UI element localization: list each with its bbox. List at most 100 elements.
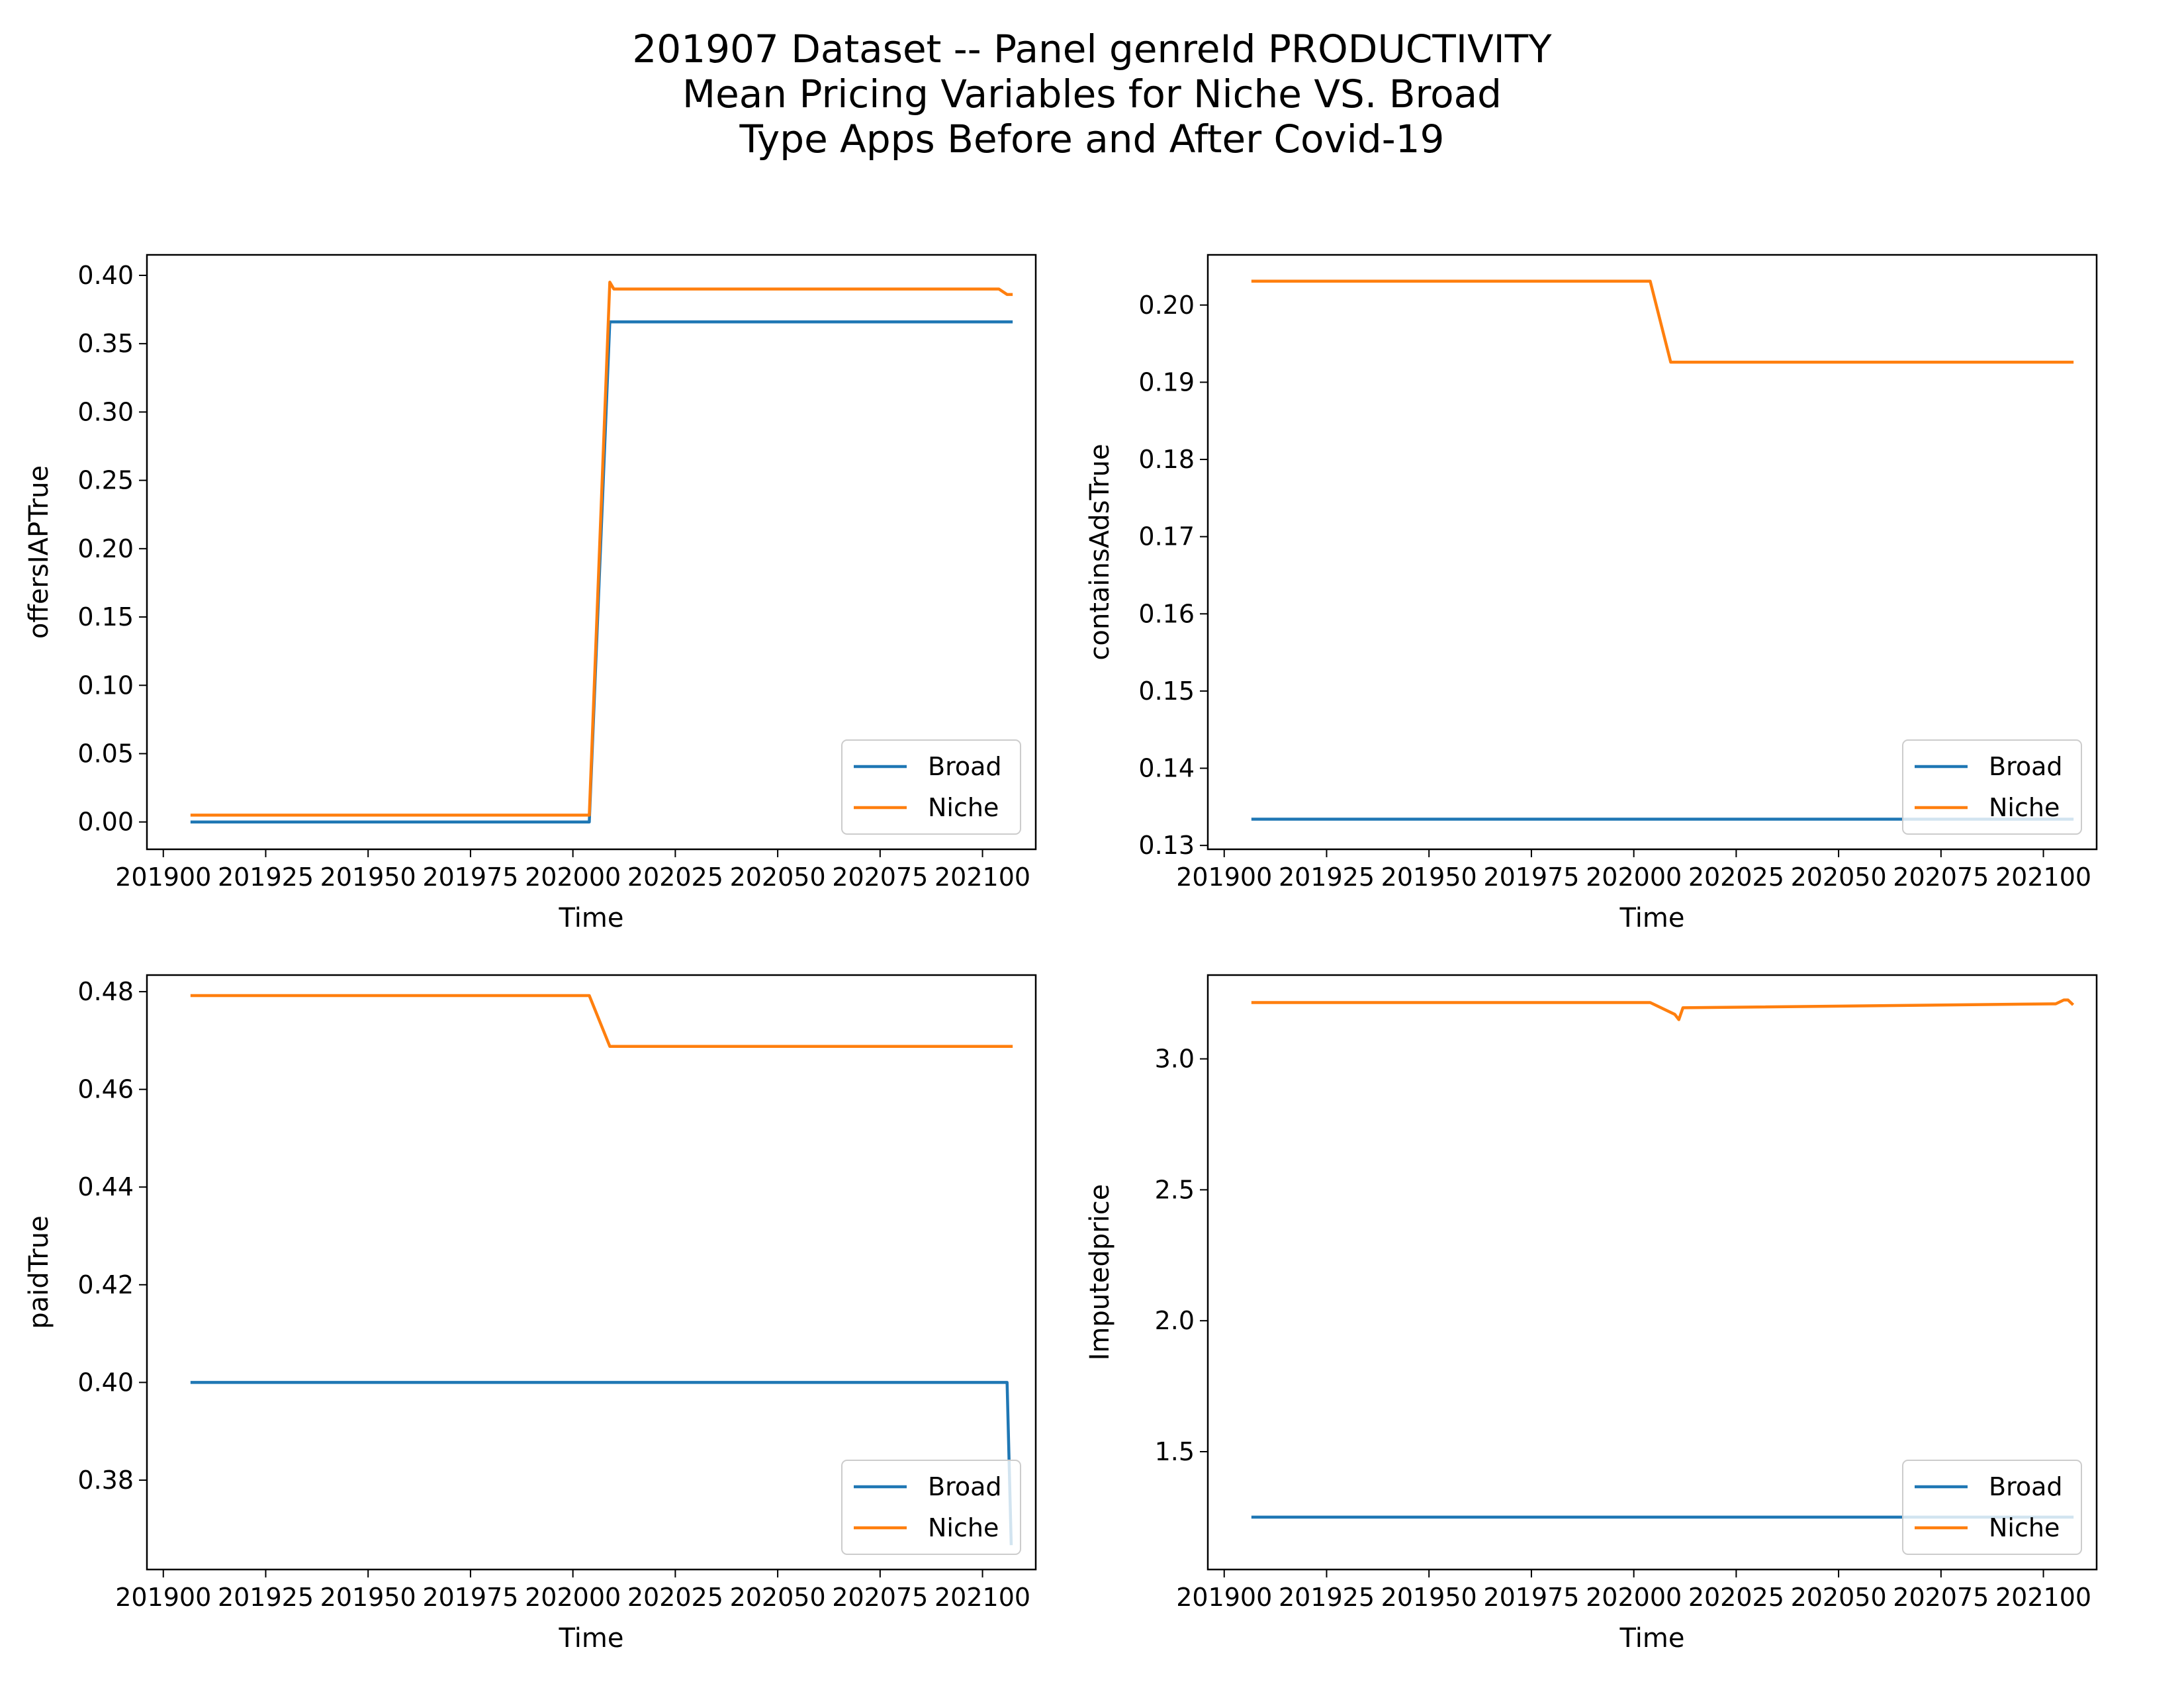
y-tick-label: 0.05 xyxy=(77,739,134,768)
y-tick-label: 0.30 xyxy=(77,397,134,426)
legend-label-niche: Niche xyxy=(928,1513,999,1542)
subplot-3: 201900 201925 201950 201975 202000 202025 2020… xyxy=(24,974,1037,1654)
x-tick-label: 202050 xyxy=(730,863,826,892)
y-tick-label: 0.17 xyxy=(1138,522,1195,551)
x-tick-label: 202025 xyxy=(627,863,723,892)
legend-box xyxy=(841,739,1021,835)
axes-frame xyxy=(1206,254,2098,851)
legend: Broad Niche xyxy=(1902,1460,2082,1555)
x-axis-label: Time xyxy=(1619,903,1685,933)
y-tick-label: 0.48 xyxy=(77,977,134,1006)
figure-title-line-1: 201907 Dataset -- Panel genreId PRODUCTI… xyxy=(632,26,1552,71)
x-tick-label: 201975 xyxy=(422,1583,518,1612)
series-line-niche xyxy=(1251,279,2074,364)
x-tick-label: 201900 xyxy=(1176,863,1272,892)
legend: Broad Niche xyxy=(841,739,1021,835)
y-tick-label: 0.38 xyxy=(77,1466,134,1495)
x-tick-label: 202075 xyxy=(1893,1583,1989,1612)
x-tick-label: 202025 xyxy=(627,1583,723,1612)
series-line-niche xyxy=(190,994,1013,1048)
y-axis-label: Imputedprice xyxy=(1085,1184,1115,1361)
legend-label-niche: Niche xyxy=(1989,1513,2060,1542)
legend: Broad Niche xyxy=(841,1460,1021,1555)
legend-box xyxy=(1902,739,2082,835)
y-axis-label: offersIAPTrue xyxy=(24,465,54,639)
figure-title: 201907 Dataset -- Panel genreId PRODUCTI… xyxy=(0,26,2184,162)
x-tick-label: 202100 xyxy=(934,863,1030,892)
axes-frame xyxy=(1206,974,2098,1571)
x-tick-label: 201975 xyxy=(1483,1583,1579,1612)
y-tick-label: 0.00 xyxy=(77,808,134,837)
figure-title-line-2: Mean Pricing Variables for Niche VS. Bro… xyxy=(682,71,1502,117)
subplot-1: 201900 201925 201950 201975 202000 202025 2020… xyxy=(24,254,1037,933)
axes-frame xyxy=(146,254,1037,851)
x-tick-label: 201900 xyxy=(115,863,211,892)
y-tick-label: 0.46 xyxy=(77,1075,134,1104)
x-tick-label: 201900 xyxy=(1176,1583,1272,1612)
series-line-niche xyxy=(190,281,1013,817)
legend-box xyxy=(841,1460,1021,1555)
legend-label-broad: Broad xyxy=(928,1472,1002,1501)
x-tick-label: 201975 xyxy=(422,863,518,892)
y-tick-label: 0.19 xyxy=(1138,367,1195,397)
x-tick-label: 202100 xyxy=(1995,863,2091,892)
legend-label-broad: Broad xyxy=(1989,752,2063,781)
x-tick-label: 202100 xyxy=(1995,1583,2091,1612)
y-tick-label: 0.15 xyxy=(77,602,134,632)
y-tick-label: 0.20 xyxy=(1138,291,1195,320)
legend: Broad Niche xyxy=(1902,739,2082,835)
axes-frame xyxy=(146,974,1037,1571)
figure-title-line-3: Type Apps Before and After Covid-19 xyxy=(739,117,1445,162)
x-tick-label: 202075 xyxy=(832,1583,928,1612)
y-tick-label: 0.18 xyxy=(1138,445,1195,474)
y-tick-label: 0.44 xyxy=(77,1172,134,1201)
x-tick-label: 202050 xyxy=(730,1583,826,1612)
x-tick-label: 201925 xyxy=(218,1583,314,1612)
x-tick-label: 201950 xyxy=(320,1583,416,1612)
y-tick-label: 0.15 xyxy=(1138,677,1195,706)
y-tick-label: 0.35 xyxy=(77,329,134,358)
y-tick-label: 0.40 xyxy=(77,1368,134,1397)
x-tick-label: 202050 xyxy=(1791,1583,1887,1612)
y-tick-label: 2.0 xyxy=(1155,1306,1195,1335)
x-tick-label: 202025 xyxy=(1688,863,1784,892)
x-tick-label: 202000 xyxy=(525,1583,621,1612)
x-tick-label: 201950 xyxy=(1381,863,1477,892)
x-axis-label: Time xyxy=(559,1623,624,1654)
x-tick-label: 202075 xyxy=(1893,863,1989,892)
x-tick-label: 202025 xyxy=(1688,1583,1784,1612)
y-axis-label: paidTrue xyxy=(24,1215,54,1329)
x-tick-label: 201950 xyxy=(1381,1583,1477,1612)
y-tick-label: 1.5 xyxy=(1155,1437,1195,1466)
legend-label-niche: Niche xyxy=(1989,793,2060,822)
y-tick-label: 0.14 xyxy=(1138,754,1195,783)
legend-box xyxy=(1902,1460,2082,1555)
x-axis-label: Time xyxy=(1619,1623,1685,1654)
legend-label-broad: Broad xyxy=(1989,1472,2063,1501)
x-tick-label: 201925 xyxy=(218,863,314,892)
x-tick-label: 202050 xyxy=(1791,863,1887,892)
series-line-niche xyxy=(1251,998,2075,1021)
y-tick-label: 3.0 xyxy=(1155,1045,1195,1074)
y-tick-label: 0.40 xyxy=(77,261,134,290)
subplot-4: 201900 201925 201950 201975 202000 202025 2020… xyxy=(1085,974,2098,1654)
x-tick-label: 201925 xyxy=(1279,1583,1375,1612)
x-tick-label: 201950 xyxy=(320,863,416,892)
legend-label-broad: Broad xyxy=(928,752,1002,781)
x-tick-label: 201900 xyxy=(115,1583,211,1612)
x-tick-label: 202000 xyxy=(1586,863,1682,892)
x-tick-label: 202000 xyxy=(1586,1583,1682,1612)
y-axis-label: containsAdsTrue xyxy=(1085,444,1115,660)
y-tick-label: 0.16 xyxy=(1138,599,1195,628)
y-tick-label: 0.10 xyxy=(77,671,134,700)
y-tick-label: 0.20 xyxy=(77,534,134,563)
x-tick-label: 201975 xyxy=(1483,863,1579,892)
y-tick-label: 0.42 xyxy=(77,1270,134,1299)
subplot-2: 201900 201925 201950 201975 202000 202025 2020… xyxy=(1085,254,2098,933)
legend-label-niche: Niche xyxy=(928,793,999,822)
x-tick-label: 201925 xyxy=(1279,863,1375,892)
y-tick-label: 0.13 xyxy=(1138,831,1195,860)
x-tick-label: 202000 xyxy=(525,863,621,892)
x-axis-label: Time xyxy=(559,903,624,933)
